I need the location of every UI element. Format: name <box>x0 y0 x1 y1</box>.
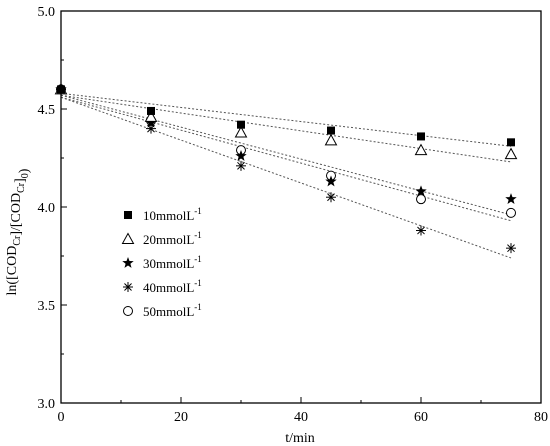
data-point-series-2 <box>504 147 518 160</box>
legend-label-series-5: 50mmolL-1 <box>143 302 202 319</box>
data-point-series-1 <box>237 120 245 129</box>
data-point-series-3 <box>235 150 247 161</box>
legend: 10mmolL-1 20mmolL-1 30mmolL-1 40mmolL-1 50mm… <box>121 206 202 319</box>
legend-label-series-2: 20mmolL-1 <box>143 230 202 247</box>
legend-label-series-1: 10mmolL-1 <box>143 206 202 223</box>
data-point-series-4 <box>326 192 336 203</box>
data-point-series-2 <box>414 143 428 156</box>
data-point-series-4 <box>146 123 156 134</box>
x-axis-title: t/min <box>285 431 315 446</box>
x-tick-label: 0 <box>58 410 65 425</box>
data-point-series-3 <box>145 116 157 128</box>
legend-marker-series-2 <box>121 232 135 244</box>
data-point-series-5 <box>416 194 426 205</box>
legend-marker-series-4 <box>123 282 133 292</box>
data-points <box>54 82 518 254</box>
data-point-series-3 <box>505 193 517 205</box>
data-point-series-4 <box>506 243 516 254</box>
y-tick-label: 5.0 <box>38 5 56 20</box>
data-point-series-5 <box>506 207 516 218</box>
y-tick-label: 3.5 <box>38 299 56 314</box>
fit-line-series-2 <box>60 94 512 163</box>
legend-marker-series-5 <box>123 306 133 316</box>
y-tick-label: 4.5 <box>38 103 56 118</box>
data-point-series-2 <box>324 133 338 146</box>
tick-labels: 0 20 40 60 80 3.0 3.5 4.0 4.5 5.0 <box>38 5 549 425</box>
data-point-series-4 <box>236 160 246 171</box>
data-point-series-2 <box>144 110 158 122</box>
legend-marker-series-3 <box>122 257 134 268</box>
data-point-series-4 <box>416 225 426 236</box>
axis-ticks <box>60 10 542 404</box>
y-tick-label: 4.0 <box>38 201 56 216</box>
data-point-series-3 <box>325 175 337 187</box>
legend-marker-series-1 <box>124 211 132 219</box>
fit-lines <box>60 92 512 259</box>
fit-line-series-1 <box>60 92 512 147</box>
x-tick-label: 40 <box>294 410 308 425</box>
y-tick-label: 3.0 <box>38 397 56 412</box>
data-point-series-1 <box>507 138 515 147</box>
fit-line-series-5 <box>60 96 512 222</box>
plot-frame <box>60 10 542 404</box>
x-tick-label: 80 <box>534 410 548 425</box>
data-point-series-1 <box>327 126 335 135</box>
x-tick-label: 60 <box>414 410 428 425</box>
y-axis-title: ln([CODCr]/[CODCr]0) <box>5 168 32 295</box>
legend-label-series-3: 30mmolL-1 <box>143 254 202 271</box>
data-point-series-1 <box>417 132 425 141</box>
data-point-series-2 <box>234 125 248 138</box>
data-point-series-1 <box>147 106 155 115</box>
legend-label-series-4: 40mmolL-1 <box>143 278 202 295</box>
data-point-series-3 <box>415 185 427 197</box>
x-tick-label: 20 <box>174 410 188 425</box>
fit-line-series-3 <box>60 94 512 216</box>
